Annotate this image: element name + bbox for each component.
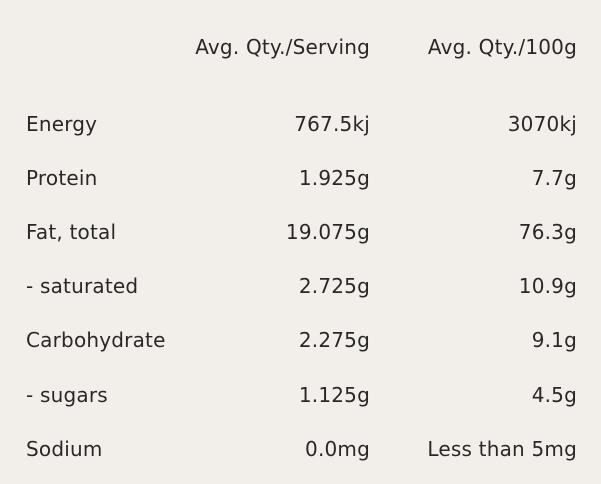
nutrient-label: Sodium <box>26 437 103 461</box>
per-100g-value: 7.7g <box>531 166 577 190</box>
per-serving-value: 0.0mg <box>305 437 370 461</box>
nutrient-label: Energy <box>26 112 98 136</box>
per-serving-value: 2.275g <box>298 328 370 352</box>
per-serving-value: 19.075g <box>285 220 370 244</box>
nutrition-row-energy: Energy 767.5kj 3070kj <box>0 109 601 139</box>
nutrient-label: - saturated <box>26 274 139 298</box>
per-100g-value: 4.5g <box>531 383 577 407</box>
nutrition-row-sugars: - sugars 1.125g 4.5g <box>0 380 601 410</box>
per-100g-value: 10.9g <box>518 274 577 298</box>
per-100g-value: 9.1g <box>531 328 577 352</box>
header-per-serving: Avg. Qty./Serving <box>195 35 370 59</box>
nutrient-label: - sugars <box>26 383 108 407</box>
nutrition-row-saturated: - saturated 2.725g 10.9g <box>0 271 601 301</box>
per-100g-value: 76.3g <box>518 220 577 244</box>
header-per-100g: Avg. Qty./100g <box>427 35 577 59</box>
nutrition-row-sodium: Sodium 0.0mg Less than 5mg <box>0 434 601 464</box>
nutrition-row-carbohydrate: Carbohydrate 2.275g 9.1g <box>0 325 601 355</box>
per-serving-value: 1.925g <box>298 166 370 190</box>
nutrition-row-fat-total: Fat, total 19.075g 76.3g <box>0 217 601 247</box>
per-serving-value: 767.5kj <box>294 112 370 136</box>
nutrition-row-protein: Protein 1.925g 7.7g <box>0 163 601 193</box>
per-serving-value: 1.125g <box>298 383 370 407</box>
per-100g-value: Less than 5mg <box>427 437 577 461</box>
per-100g-value: 3070kj <box>507 112 577 136</box>
nutrient-label: Protein <box>26 166 98 190</box>
nutrient-label: Fat, total <box>26 220 117 244</box>
nutrient-label: Carbohydrate <box>26 328 166 352</box>
per-serving-value: 2.725g <box>298 274 370 298</box>
nutrition-header-row: Avg. Qty./Serving Avg. Qty./100g <box>0 32 601 62</box>
